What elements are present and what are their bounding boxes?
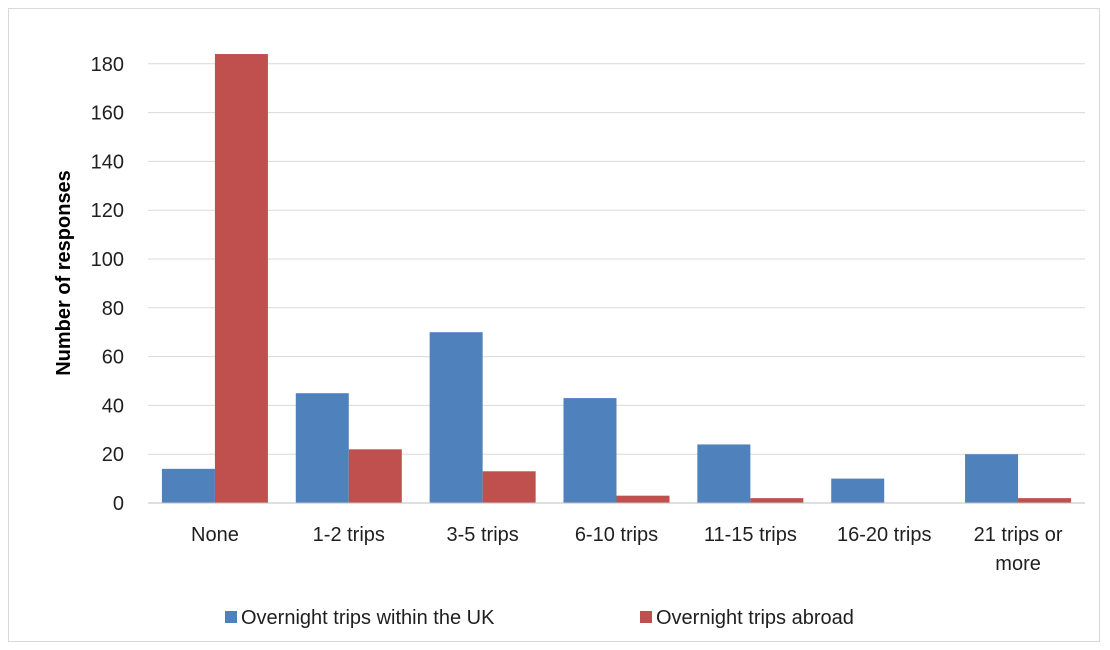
bar-uk	[965, 454, 1019, 503]
x-tick-label: None	[191, 524, 239, 546]
legend-label-abroad: Overnight trips abroad	[656, 607, 854, 629]
y-tick-label: 80	[102, 298, 124, 320]
bar-uk	[831, 478, 885, 503]
y-tick-label: 0	[113, 493, 124, 515]
bar-abroad	[750, 498, 804, 503]
bar-abroad	[482, 471, 536, 503]
bar-uk	[563, 398, 617, 503]
y-tick-label: 180	[91, 54, 124, 76]
legend-swatch-abroad	[640, 611, 652, 623]
bars	[161, 54, 1072, 503]
y-tick-label: 120	[91, 200, 124, 222]
y-tick-label: 20	[102, 444, 124, 466]
bar-abroad	[616, 495, 670, 503]
bar-uk	[429, 332, 483, 503]
bar-uk	[161, 468, 215, 503]
y-tick-label: 140	[91, 151, 124, 173]
y-axis-label: Number of responses	[53, 170, 75, 376]
y-tick-label: 40	[102, 395, 124, 417]
bar-abroad	[1018, 498, 1072, 503]
legend-label-uk: Overnight trips within the UK	[241, 607, 495, 629]
gridlines	[148, 63, 1085, 455]
x-tick-label: 21 trips or more	[974, 524, 1063, 575]
y-tick-labels: 0 20 40 60 80 100 120 140 160 180	[91, 54, 124, 515]
bar-abroad	[348, 449, 402, 503]
legend: Overnight trips within the UK Overnight t…	[225, 607, 854, 629]
x-tick-label: 11-15 trips	[704, 524, 797, 546]
bar-uk	[697, 444, 751, 503]
x-tick-labels: None 1-2 trips 3-5 trips 6-10 trips 11-15 tr…	[191, 524, 1063, 575]
x-tick-label: 6-10 trips	[575, 524, 658, 546]
y-tick-label: 160	[91, 103, 124, 125]
y-tick-label: 60	[102, 347, 124, 369]
bar-uk	[295, 393, 349, 503]
y-tick-label: 100	[91, 249, 124, 271]
x-tick-label: 1-2 trips	[313, 524, 385, 546]
x-tick-label: 3-5 trips	[447, 524, 519, 546]
x-tick-label: 16-20 trips	[837, 524, 932, 546]
bar-abroad	[214, 54, 268, 503]
legend-swatch-uk	[225, 611, 237, 623]
chart-frame	[8, 8, 1100, 642]
